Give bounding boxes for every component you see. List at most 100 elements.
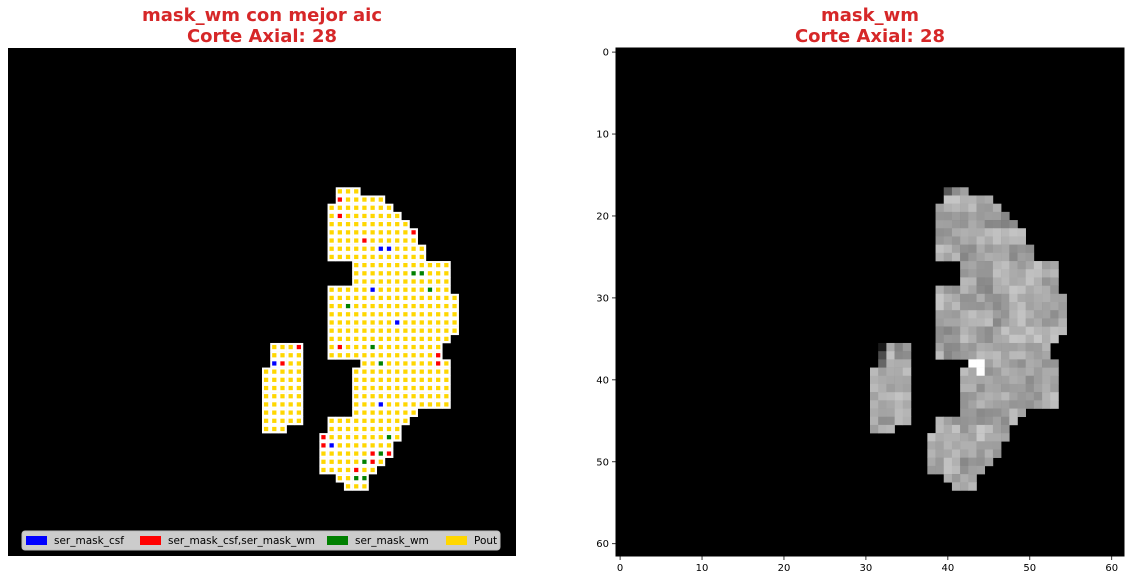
voxel-marker-pout	[329, 426, 334, 432]
voxel-marker-pout	[288, 385, 293, 391]
voxel-marker-pout	[345, 254, 351, 260]
voxel-marker-pout	[362, 394, 367, 399]
voxel-marker-pout	[362, 385, 367, 391]
voxel-marker-pout	[337, 459, 342, 464]
legend-label: ser_mask_csf	[54, 535, 124, 547]
voxel-marker-pout	[370, 353, 375, 358]
voxel-marker-pout	[403, 377, 408, 382]
voxel-marker-pout	[403, 418, 408, 423]
voxel-marker-pout	[329, 418, 334, 423]
voxel-marker-pout	[403, 312, 408, 317]
voxel-marker-pout	[280, 385, 285, 391]
voxel-marker-pout	[378, 262, 383, 268]
voxel-marker-pout	[444, 262, 449, 268]
voxel-marker-pout	[411, 402, 416, 407]
voxel-marker-pout	[354, 377, 359, 382]
voxel-marker-pout	[345, 197, 351, 202]
voxel-marker-pout	[329, 238, 334, 243]
voxel-marker-pout	[411, 312, 416, 317]
voxel-marker-pout	[419, 246, 424, 251]
voxel-marker-pout	[370, 205, 375, 210]
voxel-marker-pout	[354, 394, 359, 399]
voxel-marker-pout	[386, 336, 392, 342]
voxel-marker-pout	[403, 295, 408, 301]
voxel-marker-pout	[427, 377, 433, 382]
voxel-marker-pout	[395, 271, 400, 276]
voxel-marker-pout	[296, 410, 302, 415]
voxel-marker-pout	[386, 222, 392, 227]
voxel-marker-pout	[419, 312, 424, 317]
voxel-marker-pout	[395, 361, 400, 366]
voxel-marker-pout	[296, 369, 302, 374]
voxel-marker-pout	[288, 394, 293, 399]
voxel-marker-pout	[362, 205, 367, 210]
voxel-marker-ser-mask-csf-ser-mask-wm	[337, 197, 342, 202]
voxel-marker-pout	[345, 295, 351, 301]
left-voxel-layer	[262, 187, 459, 491]
voxel-marker-pout	[386, 402, 392, 407]
voxel-marker-pout	[403, 361, 408, 366]
voxel-marker-pout	[329, 344, 334, 350]
voxel-marker-pout	[329, 435, 334, 440]
voxel-marker-pout	[362, 279, 367, 284]
voxel-marker-pout	[280, 402, 285, 407]
voxel-marker-pout	[378, 303, 383, 309]
voxel-marker-pout	[272, 418, 277, 423]
voxel-marker-pout	[378, 205, 383, 210]
voxel-marker-pout	[386, 271, 392, 276]
voxel-marker-pout	[337, 435, 342, 440]
voxel-marker-pout	[362, 295, 367, 301]
voxel-marker-pout	[362, 197, 367, 202]
voxel-marker-pout	[362, 369, 367, 374]
voxel-marker-pout	[337, 238, 342, 243]
voxel-marker-pout	[272, 344, 277, 350]
voxel-marker-pout	[436, 312, 441, 317]
voxel-marker-pout	[280, 426, 285, 432]
voxel-marker-pout	[378, 320, 383, 325]
voxel-marker-pout	[370, 377, 375, 382]
voxel-marker-pout	[280, 410, 285, 415]
voxel-marker-pout	[362, 426, 367, 432]
voxel-marker-pout	[345, 459, 351, 464]
voxel-marker-pout	[362, 328, 367, 333]
voxel-marker-pout	[337, 320, 342, 325]
voxel-marker-pout	[378, 287, 383, 292]
voxel-marker-pout	[395, 328, 400, 333]
voxel-marker-pout	[419, 336, 424, 342]
voxel-marker-ser-mask-wm	[419, 271, 424, 276]
voxel-marker-ser-mask-csf-ser-mask-wm	[362, 238, 367, 243]
voxel-marker-pout	[272, 353, 277, 358]
voxel-marker-pout	[337, 476, 342, 481]
voxel-marker-pout	[362, 320, 367, 325]
voxel-marker-pout	[329, 336, 334, 342]
voxel-marker-pout	[386, 426, 392, 432]
voxel-marker-pout	[444, 361, 449, 366]
voxel-marker-pout	[354, 385, 359, 391]
voxel-marker-pout	[444, 320, 449, 325]
voxel-marker-pout	[444, 303, 449, 309]
voxel-marker-pout	[419, 262, 424, 268]
voxel-marker-pout	[386, 238, 392, 243]
voxel-marker-pout	[362, 254, 367, 260]
voxel-marker-pout	[370, 369, 375, 374]
voxel-marker-pout	[395, 377, 400, 382]
voxel-marker-pout	[395, 344, 400, 350]
voxel-marker-pout	[337, 205, 342, 210]
voxel-marker-pout	[427, 344, 433, 350]
voxel-marker-pout	[263, 385, 269, 391]
voxel-marker-pout	[370, 435, 375, 440]
voxel-marker-pout	[427, 353, 433, 358]
voxel-marker-pout	[345, 443, 351, 448]
voxel-marker-pout	[362, 271, 367, 276]
voxel-marker-pout	[329, 459, 334, 464]
voxel-marker-pout	[395, 336, 400, 342]
voxel-marker-pout	[272, 377, 277, 382]
voxel-marker-pout	[411, 246, 416, 251]
voxel-marker-pout	[403, 271, 408, 276]
voxel-marker-pout	[427, 312, 433, 317]
voxel-marker-pout	[354, 197, 359, 202]
voxel-marker-pout	[362, 213, 367, 219]
voxel-marker-pout	[436, 271, 441, 276]
voxel-marker-pout	[411, 279, 416, 284]
